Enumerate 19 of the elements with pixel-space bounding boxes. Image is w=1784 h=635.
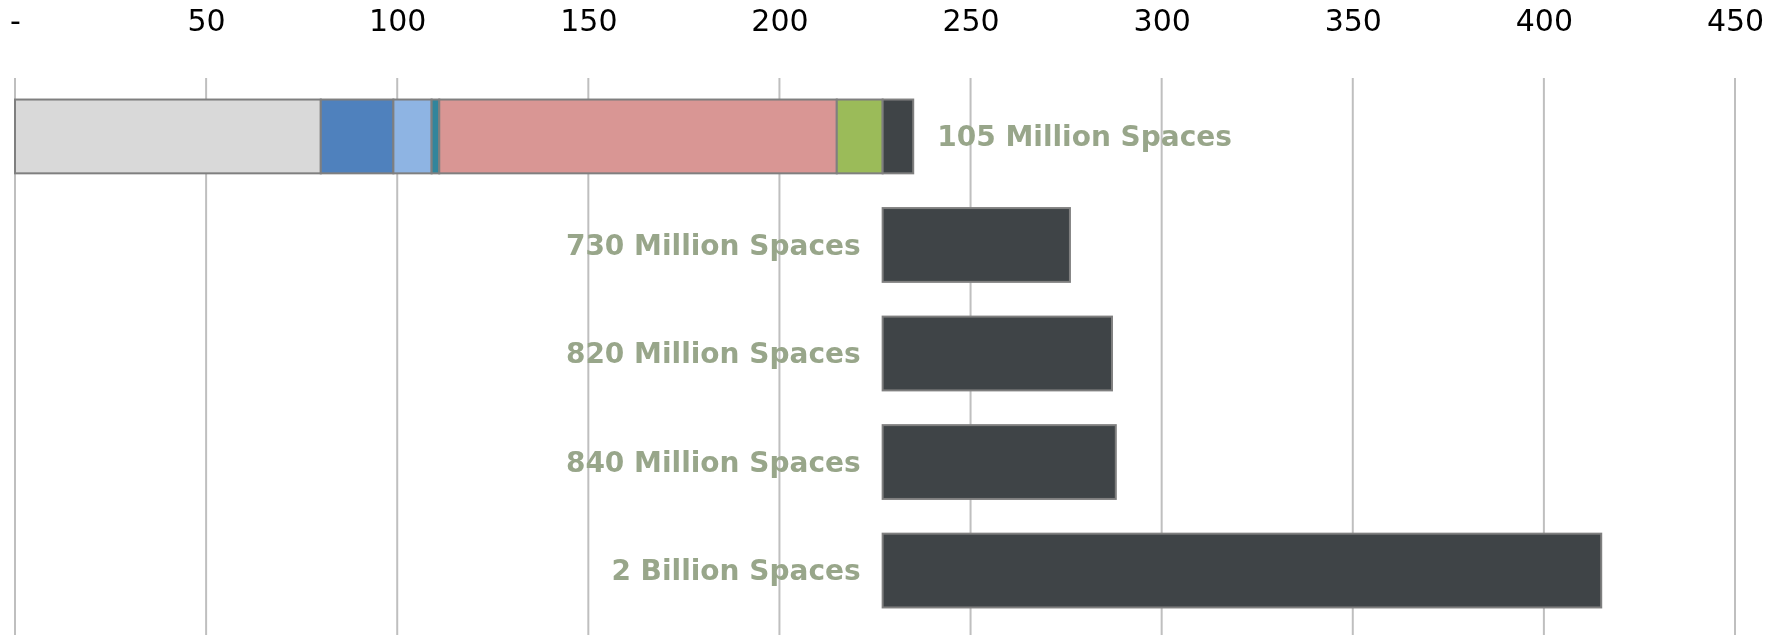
- x-tick-label: 250: [942, 3, 1000, 38]
- x-tick-label: 100: [369, 3, 427, 38]
- x-tick-label: 50: [187, 3, 226, 38]
- x-tick-label: 300: [1133, 3, 1191, 38]
- x-tick-label: -: [10, 3, 21, 38]
- y-tick-label: 2 Billion Spaces: [611, 554, 861, 588]
- x-tick-label: 400: [1515, 3, 1574, 38]
- x-tick-label: 450: [1706, 3, 1765, 38]
- bar: [881, 315, 1113, 392]
- x-tick-label: 350: [1324, 3, 1382, 38]
- y-tick-label: 730 Million Spaces: [565, 228, 861, 262]
- x-tick-label: 150: [560, 3, 618, 38]
- y-tick-label: 820 Million Spaces: [565, 337, 861, 371]
- bar: [881, 207, 1071, 283]
- bar: [881, 532, 1603, 609]
- x-tick-label: 200: [751, 3, 809, 38]
- y-tick-label: 840 Million Spaces: [565, 445, 861, 479]
- y-tick-label: 105 Million Spaces: [937, 120, 1232, 154]
- bar: [881, 424, 1117, 500]
